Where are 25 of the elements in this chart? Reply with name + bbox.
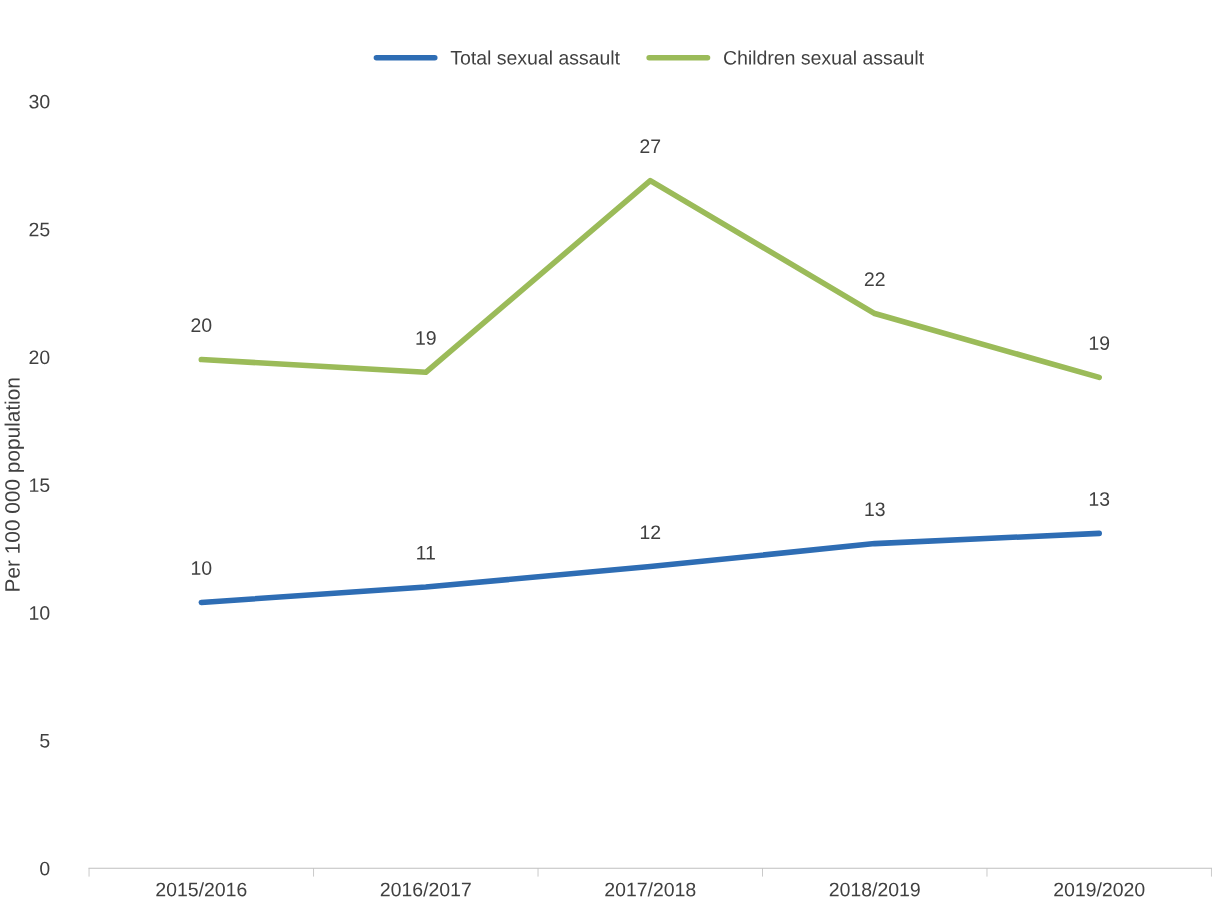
y-tick-label: 0 [40,861,50,876]
x-tick-label: 2018/2019 [829,882,920,897]
data-label: 22 [864,272,885,286]
y-tick-label: 20 [29,350,50,365]
x-tick-label: 2016/2017 [380,882,471,897]
legend-label: Children sexual assault [724,50,924,65]
y-tick-label: 30 [29,94,50,109]
y-tick-label: 15 [30,478,50,493]
data-label: 12 [640,525,661,539]
data-label: 10 [191,561,212,575]
y-tick-label: 5 [40,734,50,748]
x-tick-label: 2019/2020 [1054,882,1145,897]
data-label: 19 [416,331,436,345]
data-label: 19 [1089,336,1110,350]
data-label: 27 [640,139,661,153]
data-label: 13 [1089,492,1110,506]
y-tick-label: 10 [30,606,50,620]
data-label: 11 [417,546,435,560]
y-tick-label: 25 [29,222,50,237]
data-label: 13 [865,502,885,517]
x-tick-label: 2015/2016 [156,882,247,897]
data-label: 20 [191,318,212,333]
x-tick-label: 2017/2018 [605,882,696,897]
legend-label: Total sexual assault [450,50,620,65]
y-axis-title: Per 100 000 population [4,378,24,591]
